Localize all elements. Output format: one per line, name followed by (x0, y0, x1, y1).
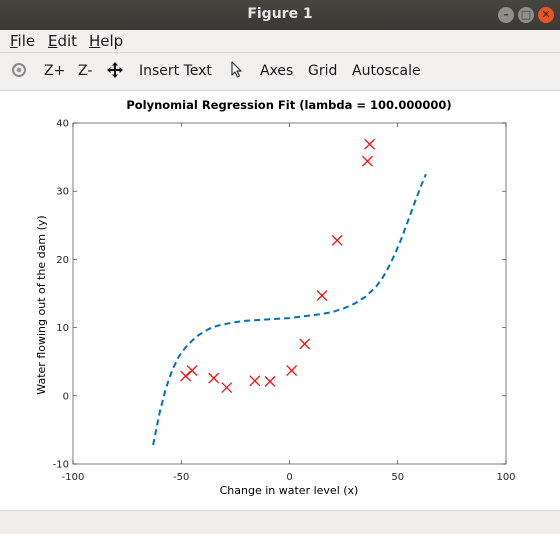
x-tick-label: 100 (496, 472, 515, 483)
rotate-icon[interactable] (10, 61, 28, 83)
x-marker-stroke (299, 338, 311, 350)
data-point-x-marker (364, 138, 376, 150)
x-marker-stroke (264, 376, 276, 387)
data-point-x-marker (362, 155, 373, 167)
data-point-x-marker (331, 234, 343, 246)
y-axis-label: Water flowing out of the dam (y) (35, 215, 48, 394)
menu-bar: File Edit Help (0, 30, 560, 53)
plot-area (72, 122, 507, 465)
status-bar (0, 510, 560, 534)
x-axis-label: Change in water level (x) (220, 484, 359, 497)
data-point-x-marker (186, 365, 198, 376)
x-marker-stroke (249, 375, 261, 387)
data-point-x-marker (299, 338, 311, 350)
zoom-in-button[interactable]: Z+ (44, 63, 66, 79)
x-marker-stroke (316, 290, 328, 301)
pan-icon[interactable] (106, 61, 124, 83)
grid-button[interactable]: Grid (308, 63, 338, 79)
title-bar: Figure 1 – □ ✕ (0, 0, 560, 30)
x-tick-label: 0 (286, 472, 292, 483)
data-point-x-marker (180, 370, 192, 382)
y-tick-label: 20 (56, 255, 69, 266)
zoom-out-button[interactable]: Z- (78, 63, 93, 79)
x-marker-stroke (180, 370, 192, 382)
x-marker-stroke (208, 372, 220, 384)
data-point-x-marker (286, 365, 298, 376)
window-title: Figure 1 (247, 6, 313, 22)
maximize-button[interactable]: □ (518, 7, 534, 23)
close-button[interactable]: ✕ (538, 7, 554, 23)
x-tick-label: 50 (391, 472, 404, 483)
y-tick-label: 40 (56, 119, 69, 130)
data-point-x-marker (208, 372, 220, 384)
toolbar: Z+ Z- Insert Text Axes Grid Autoscale (0, 53, 560, 91)
fit-curve-line (152, 173, 427, 446)
y-tick-label: 30 (56, 187, 69, 198)
menu-edit[interactable]: Edit (48, 32, 78, 50)
x-marker-stroke (186, 365, 198, 376)
x-marker-stroke (331, 234, 343, 246)
menu-file[interactable]: File (10, 32, 36, 50)
data-point-x-marker (221, 382, 233, 394)
autoscale-button[interactable]: Autoscale (352, 63, 421, 79)
data-point-x-marker (264, 376, 276, 387)
menu-help[interactable]: Help (89, 32, 124, 50)
x-tick-label: -50 (173, 472, 189, 483)
x-tick-label: -100 (62, 472, 85, 483)
minimize-button[interactable]: – (498, 7, 514, 23)
x-marker-stroke (221, 382, 233, 394)
insert-text-button[interactable]: Insert Text (139, 63, 212, 79)
y-tick-label: 0 (63, 391, 69, 402)
y-tick-label: 10 (56, 323, 69, 334)
axes-button[interactable]: Axes (260, 63, 294, 79)
x-marker-stroke (286, 365, 298, 376)
figure-canvas: Polynomial Regression Fit (lambda = 100.… (0, 91, 560, 510)
x-marker-stroke (362, 155, 373, 167)
chart-svg: Polynomial Regression Fit (lambda = 100.… (35, 98, 516, 497)
select-pointer-icon[interactable] (229, 61, 245, 83)
y-tick-label: -10 (53, 460, 69, 471)
x-marker-stroke (364, 138, 376, 150)
data-point-x-marker (316, 290, 328, 301)
data-point-x-marker (249, 375, 261, 387)
chart-title: Polynomial Regression Fit (lambda = 100.… (126, 98, 451, 112)
